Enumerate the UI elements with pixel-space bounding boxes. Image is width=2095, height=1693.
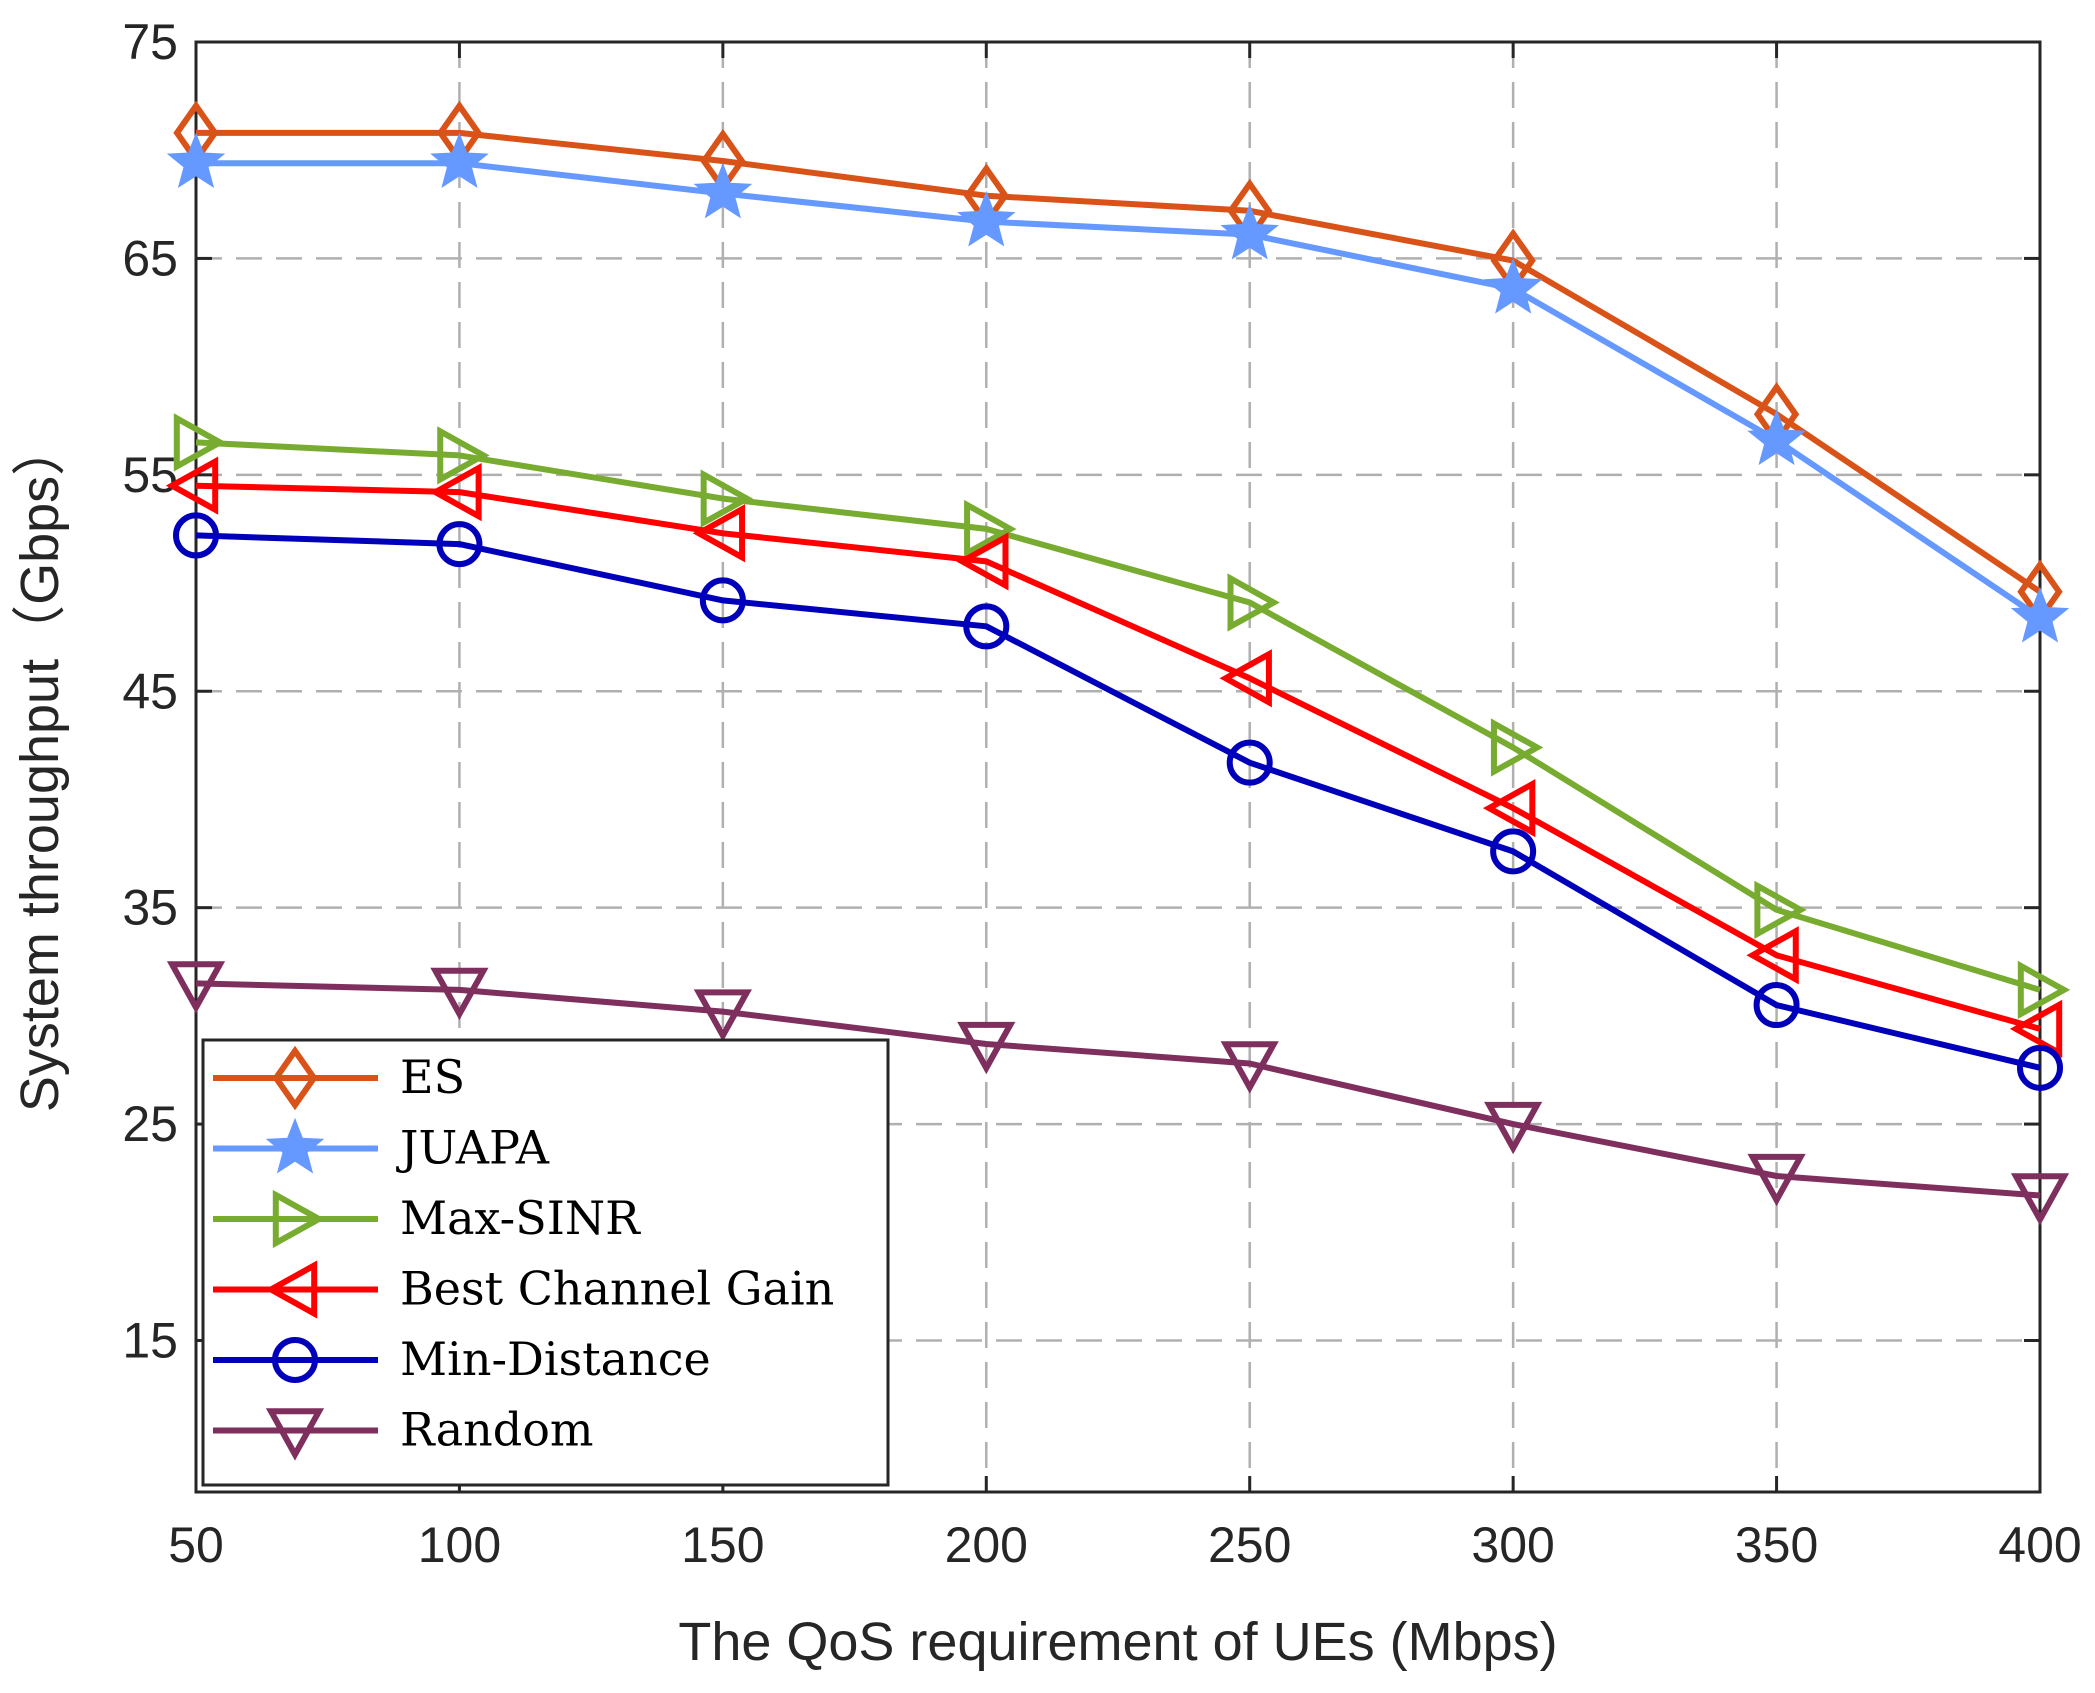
- y-tick-label: 15: [122, 1313, 178, 1369]
- data-point: [1220, 1041, 1279, 1094]
- legend-marker: [264, 1260, 318, 1319]
- series-line: [195, 532, 2041, 1071]
- data-series: [165, 100, 2071, 1226]
- data-point: [173, 413, 227, 472]
- data-point: [165, 456, 219, 515]
- data-point: [957, 190, 1016, 247]
- x-tick-label: 200: [945, 1517, 1028, 1573]
- y-tick-label: 55: [122, 447, 178, 503]
- data-point: [430, 132, 489, 189]
- data-point: [1219, 649, 1272, 708]
- data-point: [693, 989, 752, 1042]
- data-point: [1754, 880, 1807, 939]
- legend-marker: [272, 1337, 318, 1383]
- y-tick-label: 45: [122, 663, 178, 719]
- legend-item: JUAPA: [213, 1117, 550, 1175]
- data-point: [436, 521, 483, 568]
- data-point: [1746, 926, 1799, 985]
- y-tick-label: 35: [122, 880, 178, 936]
- data-point: [437, 426, 490, 485]
- series-line: [195, 482, 2041, 1032]
- legend-item: Max-SINR: [213, 1189, 641, 1249]
- legend: ES JUAPA Max-SINR Best Channel Gain Min-Dist…: [201, 1038, 890, 1487]
- x-axis-title: The QoS requirement of UEs (Mbps): [678, 1612, 1557, 1672]
- legend-label: Best Channel Gain: [400, 1262, 834, 1316]
- legend-label: Random: [400, 1403, 594, 1457]
- series-random: [166, 961, 2070, 1226]
- data-point: [1482, 779, 1536, 838]
- data-point: [693, 162, 753, 219]
- series-best-channel-gain: [165, 456, 2063, 1058]
- data-point: [429, 463, 482, 522]
- data-point: [699, 577, 746, 624]
- data-point: [1747, 409, 1806, 466]
- x-tick-label: 100: [418, 1517, 501, 1573]
- series-line: [195, 439, 2041, 993]
- data-point: [1747, 1153, 1806, 1207]
- data-point: [957, 1021, 1016, 1075]
- legend-item: ES: [213, 1045, 465, 1111]
- x-tick-label: 250: [1208, 1517, 1291, 1573]
- data-point: [2017, 960, 2071, 1020]
- data-point: [1753, 982, 1800, 1029]
- x-tick-label: 400: [1998, 1517, 2081, 1573]
- legend-marker: [272, 1189, 326, 1249]
- legend-item: Best Channel Gain: [213, 1260, 834, 1319]
- y-tick-label: 65: [122, 230, 178, 286]
- x-tick-label: 350: [1735, 1517, 1818, 1573]
- data-point: [1483, 257, 1543, 314]
- data-point: [1226, 739, 1273, 786]
- data-point: [166, 961, 226, 1014]
- series-line: [196, 129, 2042, 595]
- data-point: [2009, 999, 2063, 1058]
- plot-area-frame: [194, 40, 2042, 1494]
- data-point: [1227, 573, 1280, 632]
- legend-label: JUAPA: [396, 1121, 550, 1175]
- data-point: [1490, 828, 1537, 875]
- legend-label: Max-SINR: [400, 1191, 641, 1245]
- data-point: [430, 967, 489, 1021]
- data-point: [964, 499, 1017, 559]
- data-point: [2017, 1044, 2063, 1091]
- axis-ticks: 50 100 150 200 250 300 350 400 15 25 35 45 55 65 75: [122, 14, 2081, 1573]
- y-tick-label: 75: [122, 14, 178, 70]
- data-point: [700, 469, 754, 528]
- x-tick-label: 300: [1471, 1517, 1554, 1573]
- data-point: [1220, 203, 1279, 260]
- x-tick-label: 50: [168, 1517, 224, 1573]
- series-line: [195, 980, 2041, 1199]
- data-point: [956, 532, 1009, 591]
- legend-label: ES: [400, 1050, 465, 1104]
- series-min-distance: [173, 512, 2063, 1091]
- legend-marker: [265, 1408, 325, 1461]
- legend-label: Min-Distance: [400, 1332, 711, 1386]
- series-line: [196, 160, 2042, 621]
- data-point: [963, 603, 1010, 650]
- data-point: [2010, 1173, 2070, 1226]
- x-tick-label: 150: [681, 1517, 764, 1573]
- data-point: [1490, 718, 1544, 777]
- data-point: [166, 132, 226, 189]
- data-point: [2010, 586, 2070, 643]
- series-juapa: [166, 132, 2070, 643]
- series-max-sinr: [173, 413, 2071, 1020]
- legend-marker: [265, 1117, 325, 1174]
- legend-item: Min-Distance: [213, 1332, 711, 1386]
- legend-item: Random: [213, 1403, 594, 1461]
- y-axis-title: System throughput（Gbps）: [10, 422, 70, 1112]
- legend-marker: [272, 1045, 318, 1111]
- y-tick-label: 25: [122, 1096, 178, 1152]
- data-point: [173, 512, 219, 559]
- data-point: [692, 504, 746, 563]
- data-point: [1484, 1101, 1543, 1155]
